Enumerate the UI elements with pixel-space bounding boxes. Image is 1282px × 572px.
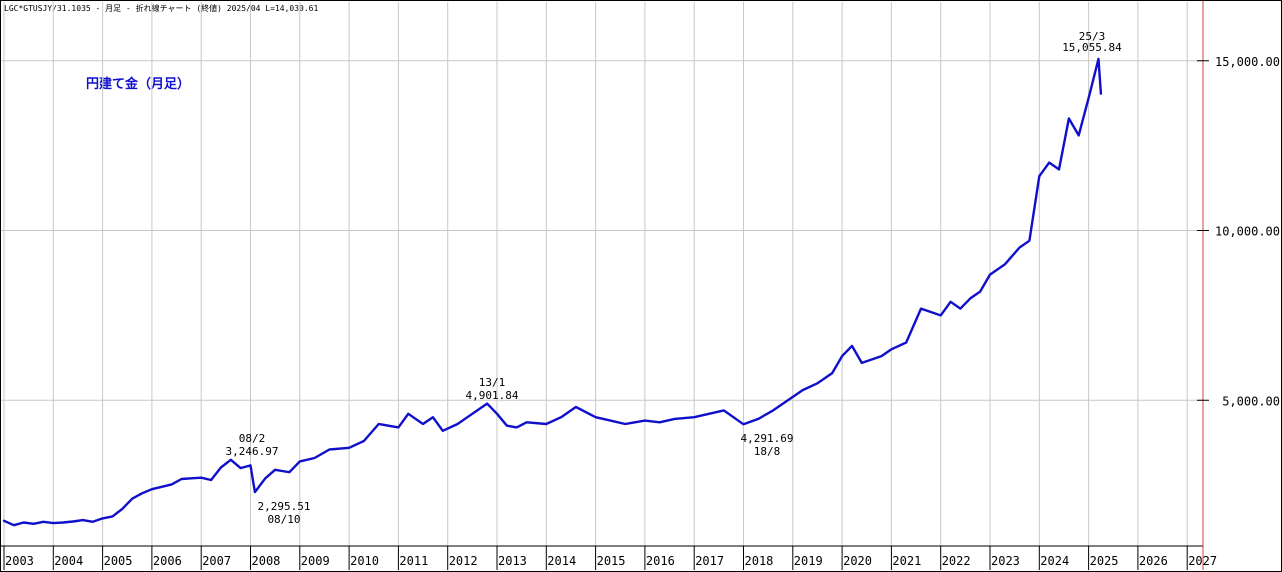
x-tick-label: 2023 bbox=[991, 554, 1020, 568]
x-tick-label: 2025 bbox=[1090, 554, 1119, 568]
y-tick-label: 5,000.00 bbox=[1222, 394, 1280, 408]
x-tick-label: 2008 bbox=[252, 554, 281, 568]
x-tick-label: 2017 bbox=[695, 554, 724, 568]
annotation: 08/23,246.97 bbox=[226, 432, 279, 458]
annotation-label-top: 08/2 bbox=[239, 432, 266, 445]
x-tick-label: 2006 bbox=[153, 554, 182, 568]
chart-header: LGC*GTUSJY/31.1035 - 月足 - 折れ線チャート (終値) 2… bbox=[4, 4, 319, 13]
x-tick-label: 2005 bbox=[104, 554, 133, 568]
series-line bbox=[2, 57, 1103, 527]
grid-lines bbox=[1, 2, 1203, 546]
x-tick-label: 2009 bbox=[301, 554, 330, 568]
annotation-label-bottom: 08/10 bbox=[267, 513, 300, 526]
annotation-label-bottom: 18/8 bbox=[754, 445, 781, 458]
x-tick-label: 2011 bbox=[399, 554, 428, 568]
x-axis: 2003 2004 2005 2006 2007 2008 2009 2010 2011 2012… bbox=[1, 545, 1217, 570]
y-axis: 5,000.00 10,000.00 15,000.00 bbox=[1197, 1, 1280, 570]
x-tick-label: 2012 bbox=[449, 554, 478, 568]
annotation-label-top: 4,291.69 bbox=[741, 432, 794, 445]
x-tick-label: 2010 bbox=[350, 554, 379, 568]
x-tick-label: 2019 bbox=[794, 554, 823, 568]
annotation: 13/14,901.84 bbox=[466, 376, 519, 402]
x-tick-label: 2022 bbox=[942, 554, 971, 568]
x-tick-label: 2003 bbox=[5, 554, 34, 568]
annotation-label-bottom: 3,246.97 bbox=[226, 445, 279, 458]
x-tick-label: 2004 bbox=[54, 554, 83, 568]
annotation: 25/315,055.84 bbox=[1062, 30, 1122, 54]
x-tick-label: 2026 bbox=[1139, 554, 1168, 568]
chart-title: 円建て金（月足） bbox=[86, 77, 191, 92]
price-series bbox=[2, 57, 1103, 527]
y-tick-label: 10,000.00 bbox=[1215, 225, 1280, 239]
x-tick-label: 2024 bbox=[1040, 554, 1069, 568]
x-tick-label: 2016 bbox=[646, 554, 675, 568]
x-tick-label: 2020 bbox=[843, 554, 872, 568]
x-tick-label: 2018 bbox=[745, 554, 774, 568]
x-tick-label: 2015 bbox=[597, 554, 626, 568]
x-tick-label: 2013 bbox=[498, 554, 527, 568]
annotation-label-bottom: 15,055.84 bbox=[1062, 41, 1122, 54]
y-tick-label: 15,000.00 bbox=[1215, 55, 1280, 69]
annotation-label-top: 2,295.51 bbox=[258, 500, 311, 513]
annotation-label-top: 13/1 bbox=[479, 376, 506, 389]
annotation-label-top: 25/3 bbox=[1079, 30, 1106, 43]
x-tick-label: 2007 bbox=[202, 554, 231, 568]
x-tick-label: 2014 bbox=[547, 554, 576, 568]
x-tick-label: 2021 bbox=[892, 554, 921, 568]
annotation-label-bottom: 4,901.84 bbox=[466, 389, 519, 402]
